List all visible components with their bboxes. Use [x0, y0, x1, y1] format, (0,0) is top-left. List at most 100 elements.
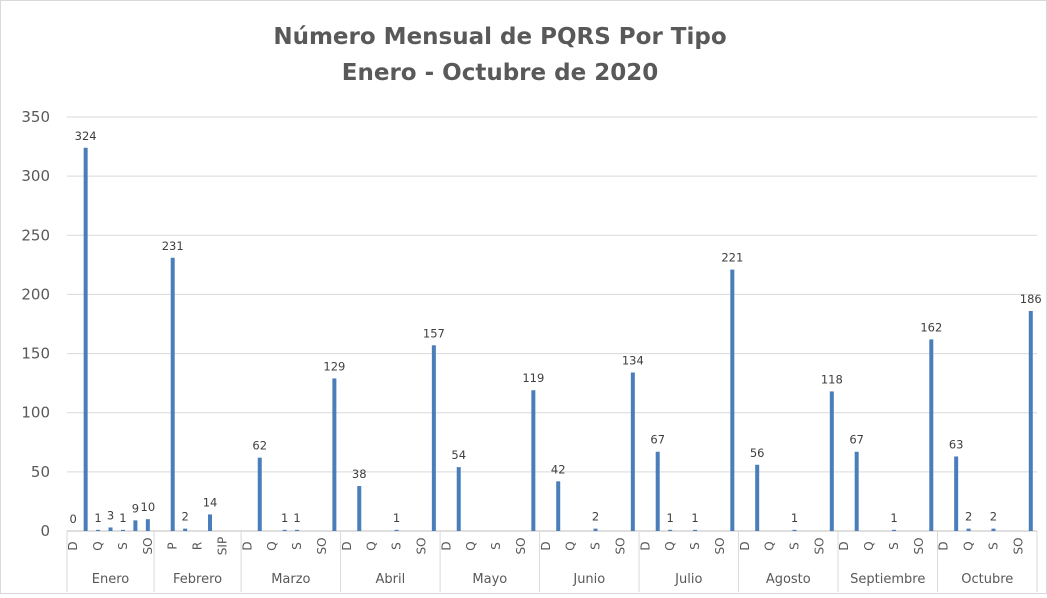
x-tick-label: SO	[812, 537, 826, 554]
data-label: 1	[94, 511, 101, 525]
x-tick-label: D	[340, 541, 354, 550]
bar	[145, 519, 150, 531]
bar	[792, 529, 797, 531]
data-label: 1	[691, 511, 698, 525]
data-label: 9	[132, 501, 139, 515]
bar	[96, 529, 101, 531]
x-tick-label: Q	[265, 541, 279, 550]
x-tick-label: S	[390, 542, 404, 550]
data-label: 221	[721, 251, 743, 265]
data-label: 2	[990, 510, 997, 524]
bar	[133, 520, 138, 531]
y-tick-label: 150	[21, 345, 50, 363]
group-label: Junio	[572, 572, 605, 587]
x-tick-label: S	[688, 542, 702, 550]
x-tick-label: D	[439, 541, 453, 550]
bar	[456, 467, 461, 531]
bar	[755, 464, 760, 531]
y-tick-label: 0	[40, 522, 50, 540]
bar	[630, 372, 635, 531]
x-tick-label: D	[240, 541, 254, 550]
x-tick-label: SO	[1011, 537, 1025, 554]
x-tick-label: SO	[613, 537, 627, 554]
x-tick-label: S	[986, 542, 1000, 550]
bar	[730, 269, 735, 531]
bar	[357, 486, 362, 531]
data-label: 1	[791, 511, 798, 525]
x-tick-label: Q	[464, 541, 478, 550]
data-label: 1	[293, 511, 300, 525]
data-label: 1	[890, 511, 897, 525]
bar	[282, 529, 287, 531]
data-label: 119	[522, 371, 544, 385]
x-tick-label: P	[166, 542, 180, 549]
data-label: 2	[965, 510, 972, 524]
bar	[929, 339, 934, 531]
group-label: Marzo	[271, 572, 310, 587]
y-tick-label: 100	[21, 404, 50, 422]
bar	[170, 257, 175, 531]
bar	[655, 451, 660, 531]
group-label: Octubre	[961, 572, 1013, 587]
x-tick-label: S	[290, 542, 304, 550]
bar	[208, 514, 213, 531]
data-label: 186	[1020, 292, 1042, 306]
data-label: 54	[451, 448, 466, 462]
bar	[954, 456, 959, 531]
bar	[854, 451, 859, 531]
bar	[966, 528, 971, 531]
bar	[83, 147, 88, 532]
x-tick-label: SO	[713, 537, 727, 554]
x-tick-label: S	[887, 542, 901, 550]
x-tick-label: SO	[414, 537, 428, 554]
bar	[829, 391, 834, 531]
x-tick-label: Q	[862, 541, 876, 550]
bar	[991, 528, 996, 531]
x-tick-label: S	[788, 542, 802, 550]
x-tick-label: S	[589, 542, 603, 550]
data-label: 63	[949, 437, 964, 451]
y-tick-label: 200	[21, 285, 50, 303]
y-tick-label: 50	[31, 463, 50, 481]
data-label: 134	[622, 353, 644, 367]
chart-title: Número Mensual de PQRS Por Tipo	[273, 24, 726, 50]
data-label: 0	[70, 512, 77, 526]
group-label: Abril	[375, 572, 405, 587]
x-tick-label: S	[116, 542, 130, 550]
bar	[531, 390, 536, 531]
x-tick-label: S	[489, 542, 503, 550]
data-label: 56	[750, 446, 765, 460]
data-label: 118	[821, 372, 843, 386]
y-tick-label: 250	[21, 226, 50, 244]
bar	[1028, 310, 1033, 531]
x-tick-label: Q	[962, 541, 976, 550]
data-label: 1	[281, 511, 288, 525]
group-label: Julio	[674, 572, 702, 587]
bar	[295, 529, 300, 531]
bar	[120, 529, 125, 531]
group-label: Agosto	[766, 572, 811, 587]
bar	[431, 345, 436, 531]
bar	[108, 527, 113, 531]
x-tick-label: Q	[663, 541, 677, 550]
x-tick-label: SIP	[215, 537, 229, 555]
bar	[891, 529, 896, 531]
data-label: 1	[393, 511, 400, 525]
data-label: 2	[181, 510, 188, 524]
y-tick-label: 350	[21, 108, 50, 126]
data-label: 1	[666, 511, 673, 525]
data-label: 62	[252, 439, 267, 453]
data-label: 1	[119, 511, 126, 525]
group-label: Enero	[92, 572, 130, 587]
x-tick-label: Q	[763, 541, 777, 550]
group-label: Febrero	[173, 572, 222, 587]
data-label: 129	[323, 359, 345, 373]
x-tick-label: SO	[315, 537, 329, 554]
group-label: Mayo	[472, 572, 507, 587]
data-label: 3	[107, 508, 114, 522]
bar	[394, 529, 399, 531]
x-tick-label: D	[738, 541, 752, 550]
chart-subtitle: Enero - Octubre de 2020	[342, 60, 658, 86]
